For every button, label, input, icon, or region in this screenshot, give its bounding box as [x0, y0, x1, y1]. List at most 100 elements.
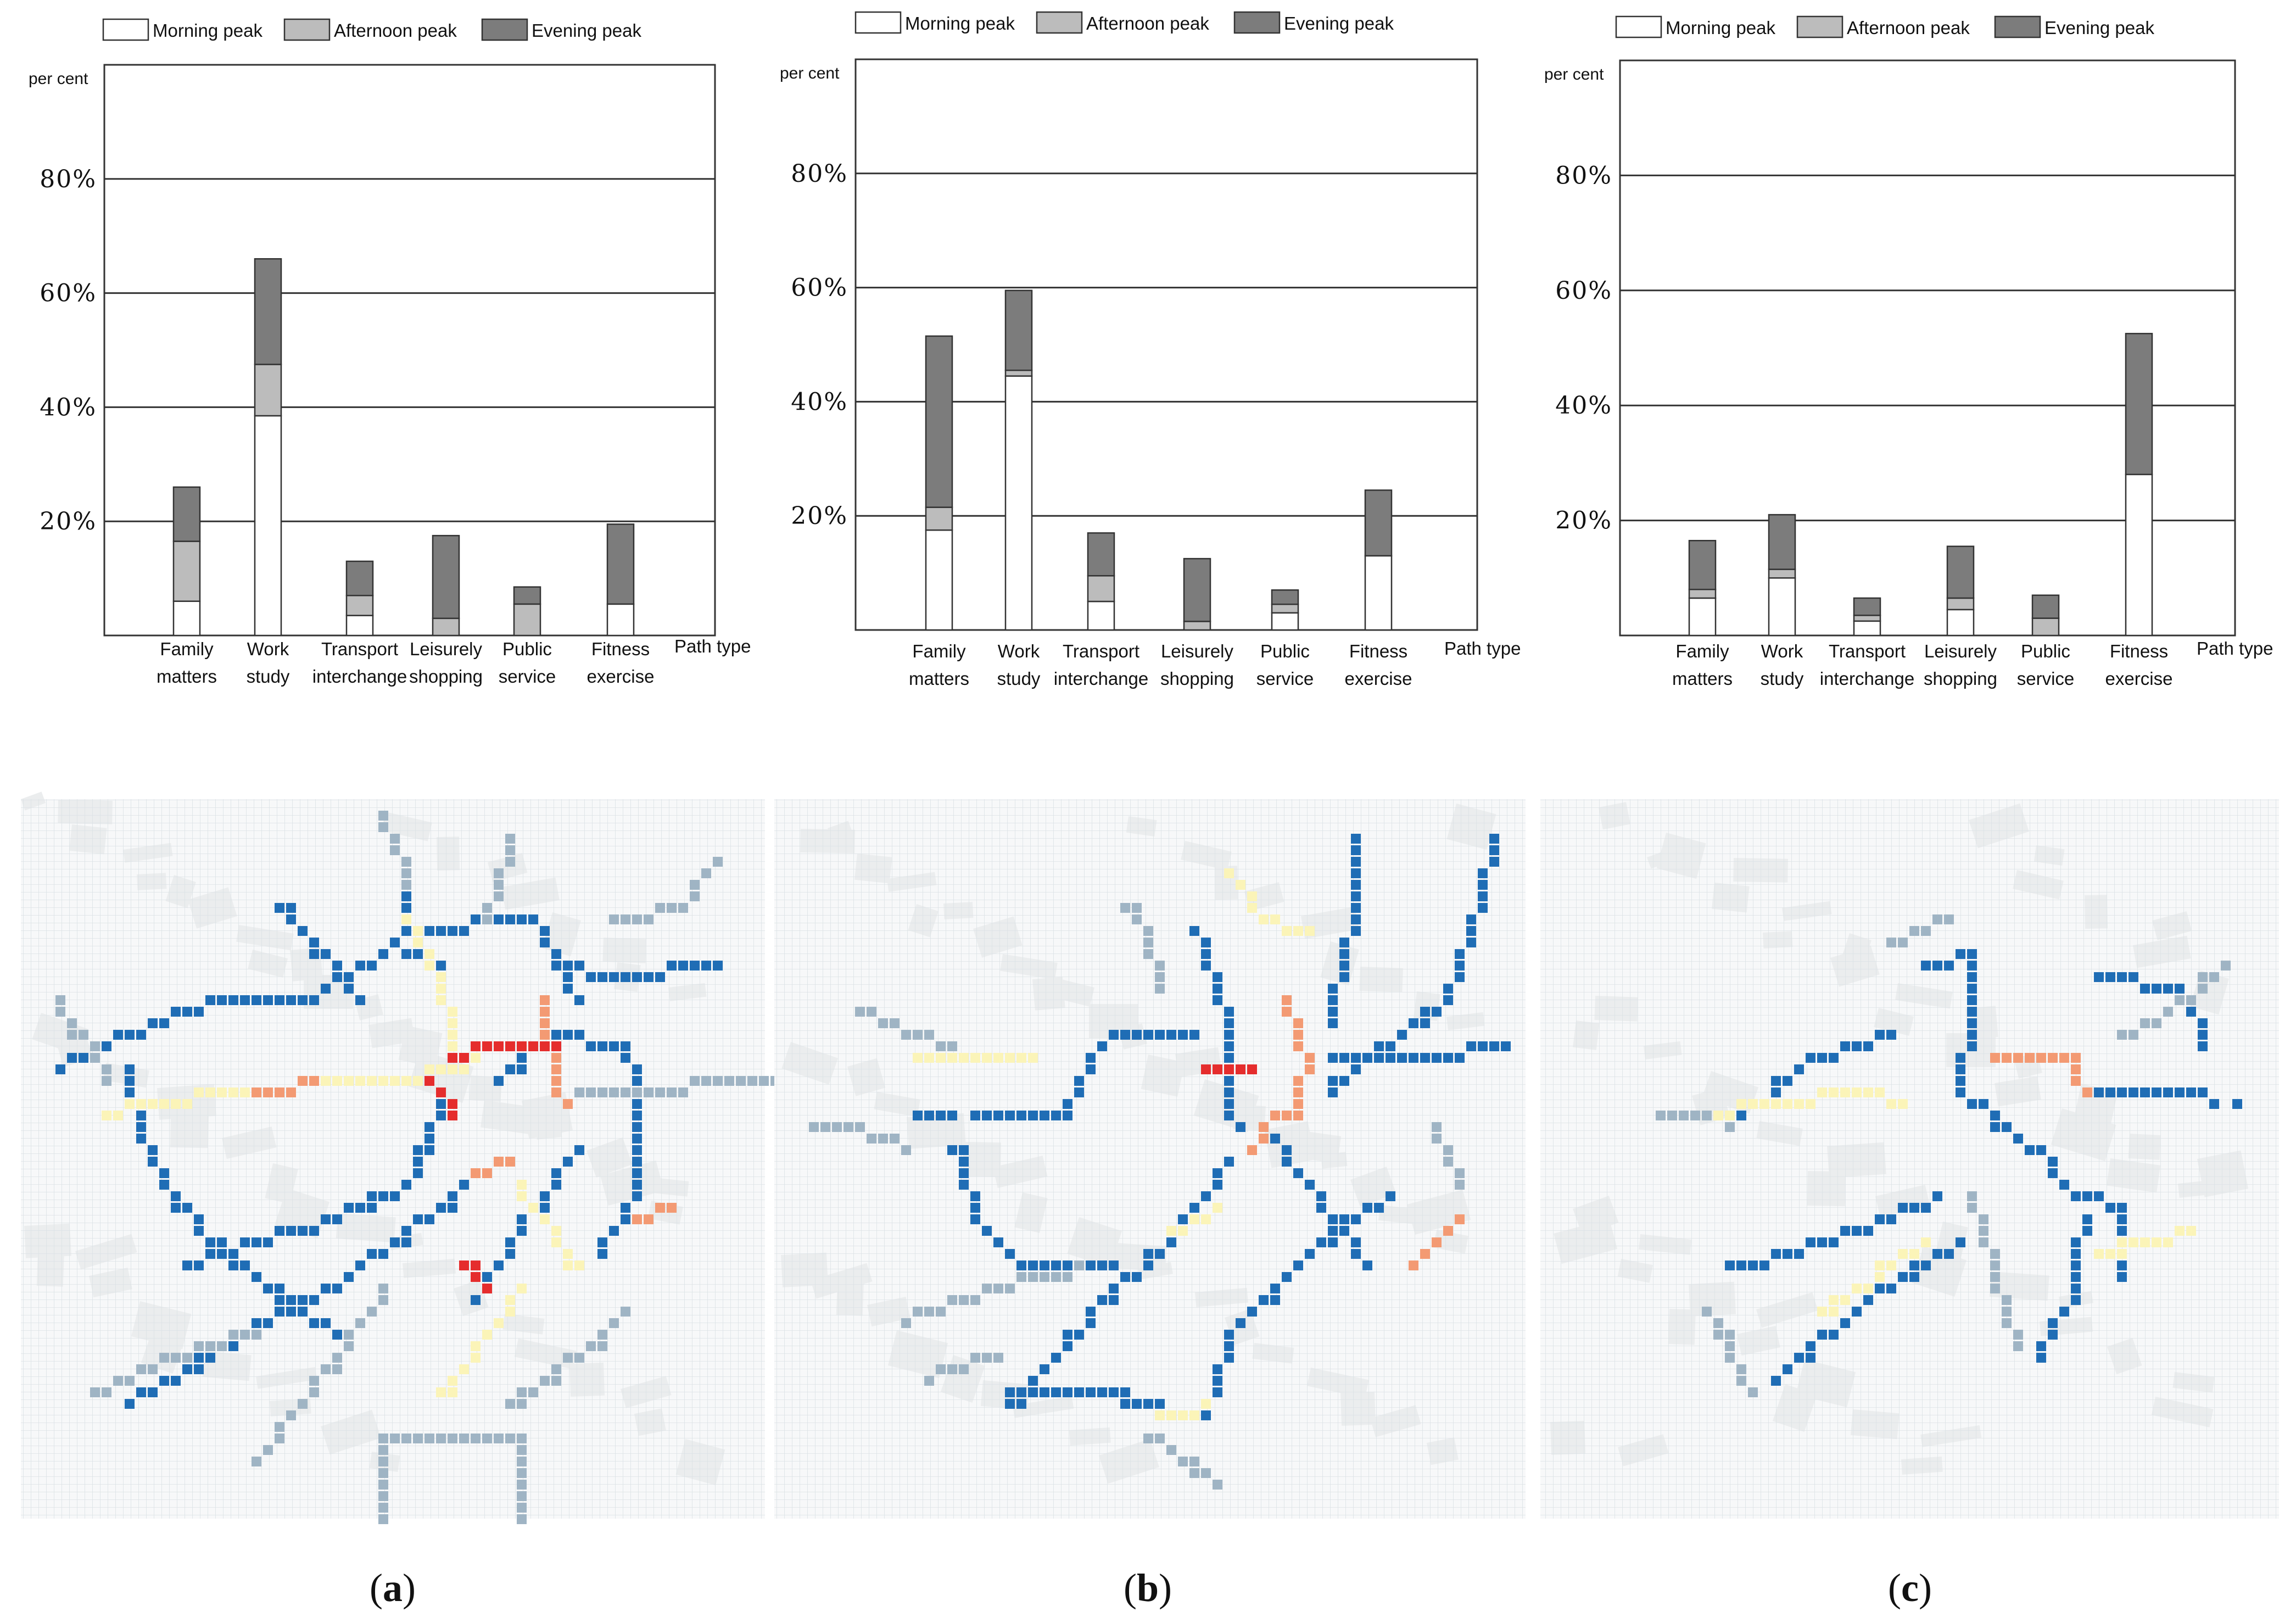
heat-cell: [344, 984, 354, 994]
heat-cell: [102, 1387, 111, 1397]
heat-cell: [936, 1041, 946, 1051]
heat-cell: [924, 1030, 934, 1040]
heat-cell: [1282, 1272, 1292, 1282]
heat-cell: [1898, 1272, 1908, 1282]
heat-cell: [528, 1387, 538, 1397]
heat-cell: [1956, 1053, 1965, 1063]
heat-cell: [1679, 1111, 1689, 1120]
heat-cell: [67, 1030, 77, 1040]
heat-cell: [1074, 1087, 1084, 1097]
heat-cell: [982, 1284, 992, 1293]
heat-cell: [494, 1076, 504, 1086]
heat-cell: [2025, 1145, 2035, 1155]
heat-cell: [436, 1064, 446, 1074]
heat-cell: [113, 1030, 123, 1040]
heat-cell: [1466, 914, 1476, 924]
heat-cell: [448, 1053, 457, 1063]
heat-cell: [494, 1157, 504, 1167]
heat-cell: [263, 1237, 273, 1247]
heat-cell: [1386, 1191, 1395, 1201]
heat-cell: [1990, 1249, 2000, 1259]
category-label: matters: [157, 666, 217, 687]
heat-cell: [1051, 1387, 1061, 1397]
heat-cell: [947, 1053, 957, 1063]
heat-cell: [1875, 1261, 1885, 1270]
heat-cell: [1351, 868, 1361, 878]
heat-cell: [1259, 1122, 1269, 1132]
heat-cell: [228, 1087, 238, 1097]
heat-cell: [1293, 926, 1303, 936]
heat-cell: [471, 914, 481, 924]
heat-cell: [517, 1226, 527, 1236]
heat-cell: [390, 1237, 400, 1247]
heat-cell: [1143, 1261, 1153, 1270]
heat-cell: [482, 1434, 492, 1443]
heat-cell: [401, 949, 411, 959]
heat-cell: [355, 1318, 365, 1328]
heat-cell: [690, 961, 700, 971]
heat-cell: [148, 1157, 158, 1167]
heat-cell: [2002, 1307, 2012, 1317]
bar-segment-evening-peak: [606, 523, 635, 605]
heat-cell: [1443, 995, 1453, 1005]
heat-cell: [228, 995, 238, 1005]
heat-cell: [2002, 1053, 2012, 1063]
heat-cell: [286, 914, 296, 924]
heat-cell: [240, 995, 250, 1005]
heat-cell: [2175, 984, 2185, 994]
heat-cell: [321, 1214, 331, 1224]
y-tick-label: 60%: [1555, 277, 1612, 305]
heat-cell: [1898, 1203, 1908, 1213]
heat-cell: [1932, 1249, 1942, 1259]
heat-cell: [344, 1330, 354, 1340]
heat-cell: [2209, 972, 2219, 982]
heat-cell: [413, 926, 423, 936]
plot-frame: [103, 64, 716, 637]
heat-cell: [171, 1376, 181, 1386]
bar-segment-afternoon-peak: [2031, 617, 2060, 637]
heat-cell: [1794, 1064, 1804, 1074]
y-unit-label: per cent: [29, 70, 88, 88]
heat-cell: [90, 1387, 100, 1397]
heat-cell: [1016, 1272, 1026, 1282]
heat-cell: [367, 1076, 377, 1086]
heat-cell: [1040, 1272, 1049, 1282]
heat-cell: [1725, 1261, 1735, 1270]
heat-cell: [1932, 1191, 1942, 1201]
heat-cell: [148, 1364, 158, 1374]
heat-cell: [1351, 857, 1361, 867]
heat-cell: [367, 1307, 377, 1317]
heat-cell: [171, 1007, 181, 1017]
heat-cell: [644, 1087, 653, 1097]
heat-cell: [1909, 1272, 1919, 1282]
heat-cell: [79, 1030, 88, 1040]
bar-segment-evening-peak: [513, 586, 541, 605]
legend-swatch: [481, 18, 528, 41]
heat-cell: [1293, 1018, 1303, 1028]
category-label: service: [499, 666, 556, 687]
heat-cell: [586, 1041, 596, 1051]
heat-cell: [517, 1445, 527, 1455]
heat-cell: [2198, 972, 2208, 982]
heat-cell: [1305, 1064, 1315, 1074]
heat-cell: [1690, 1111, 1700, 1120]
heat-cell: [1898, 1249, 1908, 1259]
heat-cell: [1132, 903, 1142, 913]
heat-cell: [436, 1087, 446, 1097]
heat-cell: [528, 1203, 538, 1213]
heat-cell: [1397, 1030, 1407, 1040]
heat-cell: [1702, 1307, 1712, 1317]
heat-cell: [1063, 1272, 1072, 1282]
heat-cell: [936, 1364, 946, 1374]
category-label: Fitness: [591, 639, 650, 659]
x-axis-label: Path type: [2197, 638, 2273, 659]
panel-label-b: (b): [1124, 1566, 1172, 1610]
heat-cell: [1420, 1007, 1430, 1017]
heat-cell: [540, 1203, 550, 1213]
heat-cell: [413, 1434, 423, 1443]
heat-cell: [1713, 1318, 1723, 1328]
heat-cell: [982, 1053, 992, 1063]
heat-cell: [240, 1330, 250, 1340]
heat-cell: [1155, 961, 1165, 971]
